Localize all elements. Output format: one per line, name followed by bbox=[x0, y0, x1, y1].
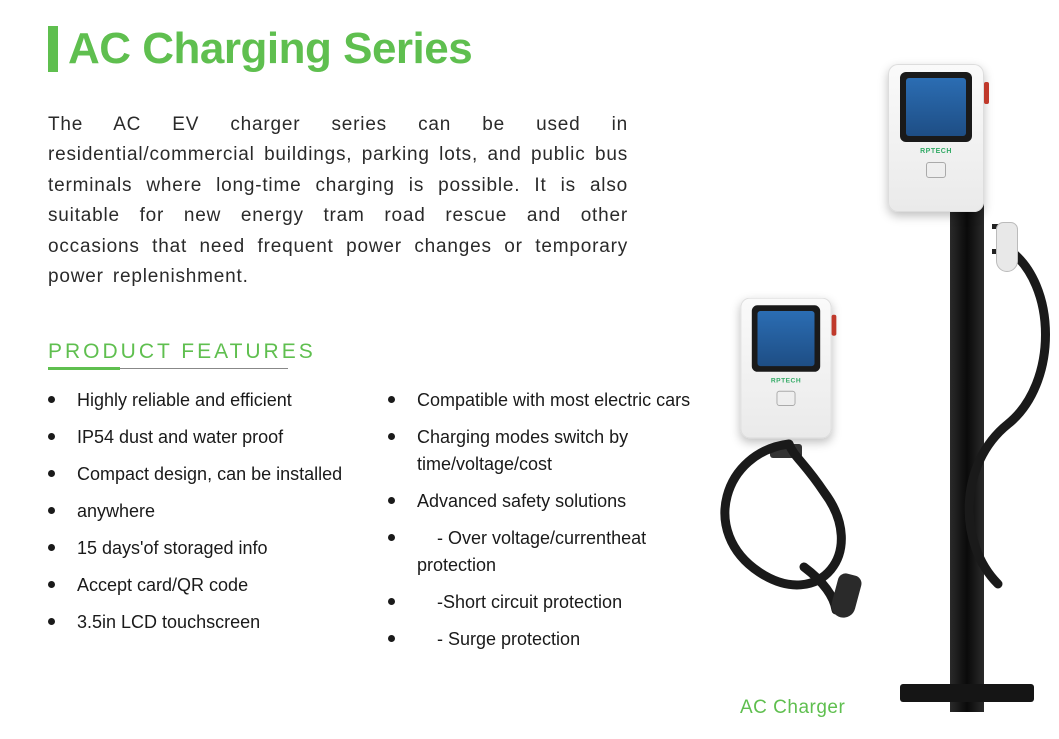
emergency-button-icon bbox=[832, 315, 837, 336]
feature-item: - Over voltage/currentheat protection bbox=[388, 525, 698, 579]
feature-text: Highly reliable and efficient bbox=[77, 387, 292, 414]
feature-item: Compatible with most electric cars bbox=[388, 387, 698, 414]
features-right-column: Compatible with most electric cars Chargi… bbox=[388, 387, 698, 663]
bullet-icon bbox=[388, 635, 395, 642]
image-caption: AC Charger bbox=[740, 697, 845, 719]
bullet-icon bbox=[48, 544, 55, 551]
pole-cable bbox=[948, 244, 1059, 604]
feature-item: IP54 dust and water proof bbox=[48, 424, 358, 451]
feature-text: 3.5in LCD touchscreen bbox=[77, 609, 260, 636]
features-underline bbox=[48, 368, 288, 369]
brand-label: RPTECH bbox=[888, 148, 984, 155]
feature-item: -Short circuit protection bbox=[388, 589, 698, 616]
card-reader-icon bbox=[777, 391, 796, 406]
features-columns: Highly reliable and efficient IP54 dust a… bbox=[48, 387, 698, 663]
bullet-icon bbox=[388, 598, 395, 605]
feature-text: Compatible with most electric cars bbox=[417, 387, 690, 414]
bullet-icon bbox=[48, 396, 55, 403]
bullet-icon bbox=[48, 581, 55, 588]
bullet-icon bbox=[388, 396, 395, 403]
features-left-column: Highly reliable and efficient IP54 dust a… bbox=[48, 387, 358, 663]
feature-text: Compact design, can be installed bbox=[77, 461, 342, 488]
feature-item: - Surge protection bbox=[388, 626, 698, 653]
pole-charger-unit: RPTECH bbox=[888, 64, 984, 212]
feature-text: Advanced safety solutions bbox=[417, 488, 626, 515]
feature-text: IP54 dust and water proof bbox=[77, 424, 283, 451]
feature-text: - Surge protection bbox=[417, 626, 580, 653]
bullet-icon bbox=[388, 534, 395, 541]
title-accent-bar bbox=[48, 26, 58, 72]
feature-item: Accept card/QR code bbox=[48, 572, 358, 599]
product-description: The AC EV charger series can be used in … bbox=[48, 110, 628, 292]
bullet-icon bbox=[48, 507, 55, 514]
feature-item: Compact design, can be installed bbox=[48, 461, 358, 488]
feature-text: Charging modes switch by time/voltage/co… bbox=[417, 424, 698, 478]
feature-text: 15 days'of storaged info bbox=[77, 535, 268, 562]
page-title: AC Charging Series bbox=[68, 24, 472, 74]
feature-item: Highly reliable and efficient bbox=[48, 387, 358, 414]
feature-item: Advanced safety solutions bbox=[388, 488, 698, 515]
pole-charging-plug bbox=[996, 222, 1018, 272]
charger-pole-base bbox=[900, 684, 1034, 702]
feature-item: 15 days'of storaged info bbox=[48, 535, 358, 562]
card-reader-icon bbox=[926, 162, 946, 178]
feature-item: anywhere bbox=[48, 498, 358, 525]
feature-text: - Over voltage/currentheat protection bbox=[417, 525, 698, 579]
feature-text: anywhere bbox=[77, 498, 155, 525]
feature-text: Accept card/QR code bbox=[77, 572, 248, 599]
wall-charger-unit: RPTECH bbox=[738, 294, 834, 442]
emergency-button-icon bbox=[984, 82, 989, 104]
product-image-area: RPTECH RPTECH bbox=[698, 24, 1029, 663]
bullet-icon bbox=[48, 433, 55, 440]
page-title-row: AC Charging Series bbox=[48, 24, 698, 74]
features-heading: PRODUCT FEATURES bbox=[48, 340, 698, 364]
bullet-icon bbox=[388, 433, 395, 440]
bullet-icon bbox=[388, 497, 395, 504]
bullet-icon bbox=[48, 618, 55, 625]
feature-text: -Short circuit protection bbox=[417, 589, 622, 616]
brand-label: RPTECH bbox=[740, 378, 831, 385]
bullet-icon bbox=[48, 470, 55, 477]
feature-item: Charging modes switch by time/voltage/co… bbox=[388, 424, 698, 478]
content-column: AC Charging Series The AC EV charger ser… bbox=[48, 24, 698, 663]
feature-item: 3.5in LCD touchscreen bbox=[48, 609, 358, 636]
